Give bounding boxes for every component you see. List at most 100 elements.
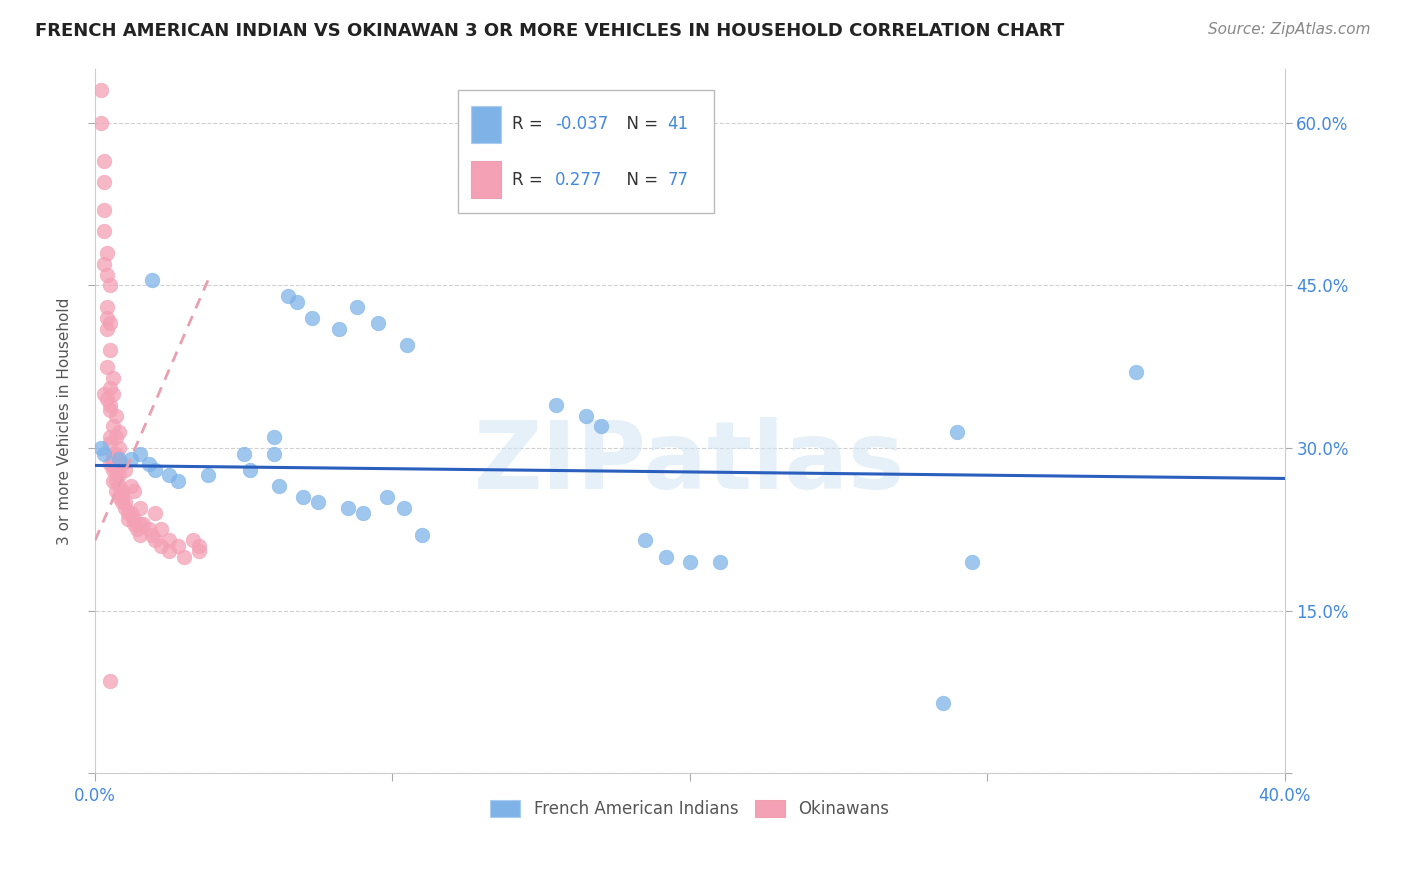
Point xyxy=(143,463,166,477)
Point xyxy=(396,338,419,352)
Point xyxy=(90,83,112,97)
Point xyxy=(122,511,145,525)
Point xyxy=(232,446,254,460)
Point xyxy=(263,430,285,444)
Point xyxy=(98,458,121,472)
Point xyxy=(104,430,127,444)
Point xyxy=(655,549,678,564)
Point xyxy=(411,528,433,542)
Point xyxy=(149,523,172,537)
Point xyxy=(143,533,166,548)
Point xyxy=(101,419,124,434)
Point xyxy=(96,322,118,336)
Point xyxy=(101,370,124,384)
Text: Source: ZipAtlas.com: Source: ZipAtlas.com xyxy=(1208,22,1371,37)
Point xyxy=(111,490,134,504)
Point xyxy=(98,674,121,689)
Point xyxy=(188,539,211,553)
Point xyxy=(104,409,127,423)
Point xyxy=(104,463,127,477)
Point xyxy=(90,116,112,130)
Point xyxy=(589,419,612,434)
Point xyxy=(98,278,121,293)
Point xyxy=(90,441,112,455)
Point xyxy=(173,549,195,564)
Point xyxy=(138,523,160,537)
Point xyxy=(946,425,969,439)
Point xyxy=(120,479,142,493)
Point xyxy=(159,468,181,483)
Point xyxy=(111,484,134,499)
Point xyxy=(101,446,124,460)
Point xyxy=(1125,365,1147,379)
Point xyxy=(98,398,121,412)
Legend: French American Indians, Okinawans: French American Indians, Okinawans xyxy=(484,794,896,825)
Point xyxy=(263,446,285,460)
Point xyxy=(98,403,121,417)
Point xyxy=(167,539,190,553)
Point xyxy=(104,446,127,460)
Point xyxy=(128,446,150,460)
Point xyxy=(96,392,118,407)
Point xyxy=(108,441,131,455)
Point xyxy=(101,387,124,401)
Point xyxy=(108,479,131,493)
Point xyxy=(96,310,118,325)
Point xyxy=(93,224,115,238)
Text: ZIPatlas: ZIPatlas xyxy=(474,417,905,509)
Point xyxy=(277,289,299,303)
Point xyxy=(108,468,131,483)
Point xyxy=(93,446,115,460)
Point xyxy=(352,506,374,520)
Point xyxy=(159,544,181,558)
Point xyxy=(188,544,211,558)
Point xyxy=(96,300,118,314)
Point xyxy=(117,506,139,520)
Point xyxy=(285,294,308,309)
Point xyxy=(336,500,359,515)
Point xyxy=(679,555,702,569)
Point xyxy=(114,495,136,509)
Point xyxy=(101,463,124,477)
Point xyxy=(197,468,219,483)
Point xyxy=(931,696,953,710)
Point xyxy=(394,500,416,515)
Point xyxy=(93,202,115,217)
Point xyxy=(149,539,172,553)
Point xyxy=(111,458,134,472)
Point xyxy=(104,451,127,466)
Point xyxy=(128,516,150,531)
Point xyxy=(104,484,127,499)
Point xyxy=(101,458,124,472)
Point xyxy=(98,430,121,444)
Point xyxy=(367,317,389,331)
Point xyxy=(93,153,115,168)
Point xyxy=(138,458,160,472)
Y-axis label: 3 or more Vehicles in Household: 3 or more Vehicles in Household xyxy=(58,297,72,545)
Point xyxy=(141,273,163,287)
Point xyxy=(181,533,204,548)
Point xyxy=(962,555,984,569)
Point xyxy=(96,245,118,260)
Point xyxy=(375,490,398,504)
Point xyxy=(307,495,329,509)
Point xyxy=(108,490,131,504)
Point xyxy=(239,463,262,477)
Point xyxy=(111,495,134,509)
Point xyxy=(328,322,350,336)
Point xyxy=(131,516,153,531)
Point xyxy=(114,463,136,477)
Point xyxy=(125,523,148,537)
Point xyxy=(269,479,291,493)
Point xyxy=(128,500,150,515)
Point xyxy=(98,343,121,358)
Point xyxy=(544,398,567,412)
Point xyxy=(93,175,115,189)
Point xyxy=(117,511,139,525)
Point xyxy=(101,474,124,488)
Point xyxy=(143,506,166,520)
Point xyxy=(101,451,124,466)
Point xyxy=(120,451,142,466)
Point xyxy=(93,257,115,271)
Point xyxy=(141,528,163,542)
